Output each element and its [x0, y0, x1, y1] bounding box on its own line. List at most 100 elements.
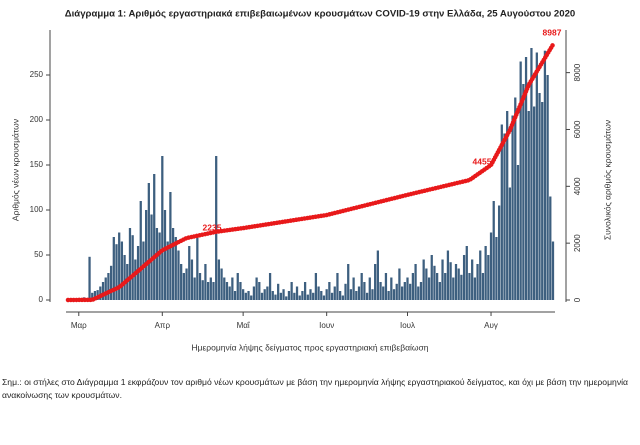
y2-tick-label: 6000: [573, 120, 582, 138]
bar: [303, 282, 307, 300]
bar: [198, 273, 202, 300]
bar: [99, 286, 102, 300]
bar: [462, 255, 466, 300]
bar: [206, 282, 210, 300]
bar: [123, 255, 126, 300]
bar: [376, 250, 379, 300]
bar: [535, 52, 538, 300]
bar: [153, 174, 156, 300]
bar: [320, 291, 323, 300]
bar: [314, 273, 318, 300]
y2-tick-label: 8000: [573, 63, 582, 81]
bar: [360, 273, 363, 300]
bar: [263, 289, 266, 300]
bar: [476, 264, 479, 300]
bar: [274, 294, 277, 300]
bar: [395, 283, 398, 300]
bar: [352, 277, 355, 300]
bar: [492, 201, 495, 300]
bar: [223, 277, 226, 300]
bar: [295, 286, 299, 300]
bar: [317, 286, 320, 300]
bar: [344, 283, 347, 300]
annotation: 8987: [543, 27, 562, 37]
bar: [409, 283, 412, 300]
bar: [546, 75, 549, 300]
bar: [541, 102, 544, 300]
bar: [479, 250, 482, 300]
annotation: 2235: [203, 222, 222, 232]
bar: [182, 273, 185, 300]
bar: [301, 291, 304, 300]
bar: [161, 156, 164, 300]
bar: [471, 259, 474, 300]
bar: [134, 259, 137, 300]
bar: [519, 61, 522, 300]
bar: [473, 277, 476, 300]
annotation: 4455: [473, 156, 492, 166]
y-tick-label: 50: [34, 250, 43, 259]
bar: [382, 286, 385, 300]
bar: [419, 282, 423, 300]
bar: [180, 264, 183, 300]
x-tick-label: Μαρ: [71, 321, 87, 330]
bar: [503, 133, 506, 300]
bar: [252, 286, 256, 300]
bar: [88, 256, 91, 300]
bar: [363, 282, 366, 300]
bar: [233, 291, 237, 300]
bar: [495, 237, 498, 300]
bar: [339, 291, 342, 300]
bar: [468, 273, 471, 300]
bar: [433, 265, 436, 300]
chart: Διάγραμμα 1: Αριθμός εργαστηριακά επιβεβ…: [10, 9, 612, 353]
bar: [414, 264, 417, 300]
bar: [411, 273, 415, 300]
bar: [166, 241, 169, 300]
bar: [374, 264, 377, 300]
bar: [185, 268, 188, 300]
x-tick-label: Απρ: [155, 321, 171, 330]
bar: [212, 282, 215, 300]
bar: [441, 259, 444, 300]
bar: [328, 282, 331, 300]
bar: [101, 282, 105, 300]
bar: [215, 156, 218, 300]
bar: [201, 280, 204, 300]
bar: [247, 291, 250, 300]
bar: [131, 235, 134, 300]
bar: [336, 273, 339, 300]
note: Σημ.: οι στήλες στο Διάγραμμα 1 εκφράζου…: [2, 377, 628, 400]
bar: [524, 57, 528, 300]
bar: [398, 268, 401, 300]
bar: [142, 241, 145, 300]
bar: [120, 241, 124, 300]
bar: [422, 259, 425, 300]
bar: [107, 273, 110, 300]
bar: [516, 165, 520, 300]
bar: [239, 282, 242, 300]
bar: [225, 282, 229, 300]
y-tick-label: 250: [30, 70, 44, 79]
bar: [436, 273, 439, 300]
bar: [258, 282, 261, 300]
bar: [177, 250, 180, 300]
bar: [460, 274, 463, 300]
bar: [312, 292, 315, 300]
bar: [430, 255, 433, 300]
bar: [446, 250, 450, 300]
bar: [530, 48, 533, 300]
x-tick-label: Αυγ: [484, 321, 498, 330]
bar: [392, 289, 396, 300]
bar: [236, 273, 239, 300]
bar: [91, 292, 94, 300]
y2-tick-label: 0: [573, 297, 582, 302]
bar: [481, 273, 485, 300]
bar: [508, 187, 512, 300]
bar: [330, 292, 334, 300]
cumulative-line-core: [67, 43, 555, 302]
bar: [387, 291, 390, 300]
bar: [242, 289, 245, 300]
bar: [244, 292, 247, 300]
bar: [266, 286, 269, 300]
